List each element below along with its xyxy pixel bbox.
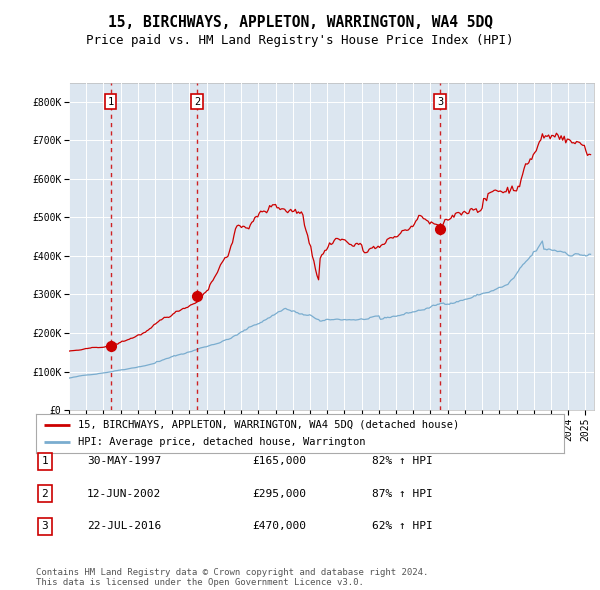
Text: 2: 2 bbox=[41, 489, 49, 499]
Text: 2: 2 bbox=[194, 97, 200, 107]
Text: 82% ↑ HPI: 82% ↑ HPI bbox=[372, 457, 433, 466]
Text: £295,000: £295,000 bbox=[252, 489, 306, 499]
Text: Contains HM Land Registry data © Crown copyright and database right 2024.
This d: Contains HM Land Registry data © Crown c… bbox=[36, 568, 428, 587]
Text: 3: 3 bbox=[41, 522, 49, 531]
Text: 30-MAY-1997: 30-MAY-1997 bbox=[87, 457, 161, 466]
Text: £165,000: £165,000 bbox=[252, 457, 306, 466]
Text: 15, BIRCHWAYS, APPLETON, WARRINGTON, WA4 5DQ (detached house): 15, BIRCHWAYS, APPLETON, WARRINGTON, WA4… bbox=[78, 419, 460, 430]
Text: 62% ↑ HPI: 62% ↑ HPI bbox=[372, 522, 433, 531]
Text: £470,000: £470,000 bbox=[252, 522, 306, 531]
Text: 1: 1 bbox=[107, 97, 113, 107]
Text: 22-JUL-2016: 22-JUL-2016 bbox=[87, 522, 161, 531]
Text: Price paid vs. HM Land Registry's House Price Index (HPI): Price paid vs. HM Land Registry's House … bbox=[86, 34, 514, 47]
Text: 12-JUN-2002: 12-JUN-2002 bbox=[87, 489, 161, 499]
Text: 15, BIRCHWAYS, APPLETON, WARRINGTON, WA4 5DQ: 15, BIRCHWAYS, APPLETON, WARRINGTON, WA4… bbox=[107, 15, 493, 30]
Text: 87% ↑ HPI: 87% ↑ HPI bbox=[372, 489, 433, 499]
Text: 1: 1 bbox=[41, 457, 49, 466]
Text: HPI: Average price, detached house, Warrington: HPI: Average price, detached house, Warr… bbox=[78, 437, 366, 447]
Text: 3: 3 bbox=[437, 97, 443, 107]
